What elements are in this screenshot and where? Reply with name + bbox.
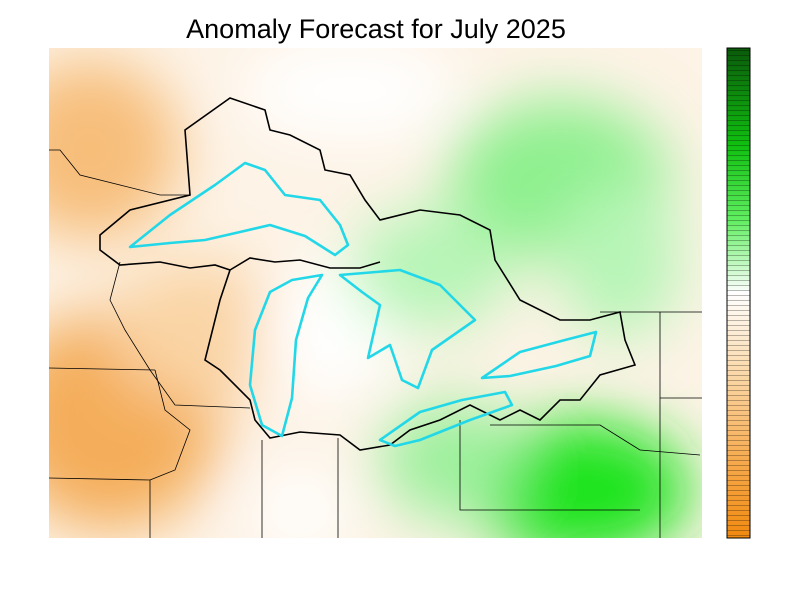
lake-superior [128,161,350,257]
basin-outline [99,97,637,451]
lake-ontario [480,330,598,380]
title: Anomaly Forecast for July 2025 [186,14,566,44]
colorbar [726,47,751,539]
map [49,48,702,538]
colorbar-steps [727,48,750,538]
lake-michigan [248,273,324,438]
anomaly-field [49,48,690,538]
great-lakes [128,161,598,448]
lake-huron [338,268,477,390]
lake-erie [378,390,514,448]
colorbar-frame [726,47,751,539]
